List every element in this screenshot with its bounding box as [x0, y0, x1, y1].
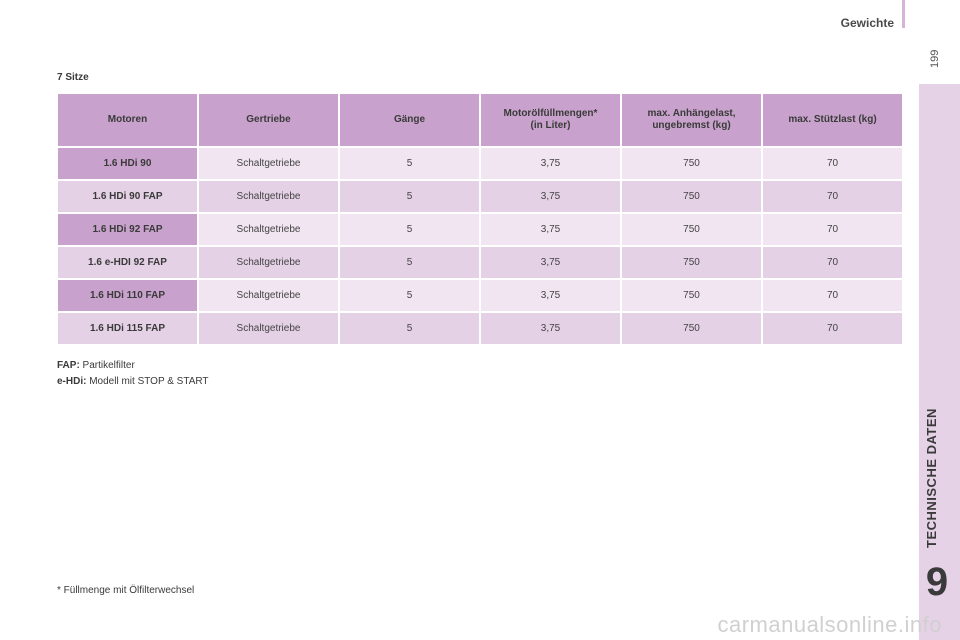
- table-cell: Schaltgetriebe: [199, 313, 338, 344]
- engine-cell: 1.6 HDi 92 FAP: [58, 214, 197, 245]
- table-cell: 5: [340, 313, 479, 344]
- table-cell: 750: [622, 214, 761, 245]
- table-cell: 70: [763, 247, 902, 278]
- table-cell: 70: [763, 313, 902, 344]
- table-cell: Schaltgetriebe: [199, 280, 338, 311]
- chapter-number: 9: [925, 560, 949, 604]
- table-cell: 750: [622, 280, 761, 311]
- table-cell: 750: [622, 148, 761, 179]
- table-cell: 3,75: [481, 247, 620, 278]
- note-text: Modell mit STOP & START: [86, 376, 209, 387]
- column-header: Gertriebe: [199, 94, 338, 146]
- column-header: max. Anhängelast, ungebremst (kg): [622, 94, 761, 146]
- note-term: e-HDi:: [57, 376, 87, 387]
- column-header: Gänge: [340, 94, 479, 146]
- table-row: 1.6 e-HDI 92 FAP Schaltgetriebe 5 3,75 7…: [58, 247, 902, 278]
- table-cell: Schaltgetriebe: [199, 148, 338, 179]
- table-cell: 3,75: [481, 181, 620, 212]
- table-cell: 3,75: [481, 214, 620, 245]
- column-header: max. Stützlast (kg): [763, 94, 902, 146]
- section-title: 7 Sitze: [57, 72, 89, 83]
- footnote: * Füllmenge mit Ölfilterwechsel: [57, 585, 195, 596]
- table-cell: 5: [340, 280, 479, 311]
- table-cell: 750: [622, 181, 761, 212]
- note-ehdi: e-HDi: Modell mit STOP & START: [57, 376, 209, 387]
- note-fap: FAP: Partikelfilter: [57, 360, 135, 371]
- table-cell: 750: [622, 313, 761, 344]
- table-cell: 750: [622, 247, 761, 278]
- table-cell: 5: [340, 148, 479, 179]
- table-row: 1.6 HDi 90 FAP Schaltgetriebe 5 3,75 750…: [58, 181, 902, 212]
- watermark: carmanualsonline.info: [717, 612, 942, 637]
- table-cell: 3,75: [481, 313, 620, 344]
- table-cell: Schaltgetriebe: [199, 247, 338, 278]
- note-text: Partikelfilter: [79, 360, 135, 371]
- column-header: Motorölfüllmengen* (in Liter): [481, 94, 620, 146]
- table-cell: 3,75: [481, 148, 620, 179]
- table-cell: 3,75: [481, 280, 620, 311]
- engine-cell: 1.6 HDi 90 FAP: [58, 181, 197, 212]
- table-cell: 5: [340, 247, 479, 278]
- note-term: FAP:: [57, 360, 80, 371]
- table-cell: 70: [763, 280, 902, 311]
- table-cell: 5: [340, 214, 479, 245]
- table-row: 1.6 HDi 110 FAP Schaltgetriebe 5 3,75 75…: [58, 280, 902, 311]
- table-cell: 70: [763, 148, 902, 179]
- table-cell: Schaltgetriebe: [199, 214, 338, 245]
- chapter-title: TECHNISCHE DATEN: [924, 408, 939, 548]
- engine-cell: 1.6 HDi 110 FAP: [58, 280, 197, 311]
- table-row: 1.6 HDi 92 FAP Schaltgetriebe 5 3,75 750…: [58, 214, 902, 245]
- weights-table: Motoren Gertriebe Gänge Motorölfüllmenge…: [56, 92, 904, 346]
- page-header-title: Gewichte: [840, 16, 894, 30]
- table-cell: Schaltgetriebe: [199, 181, 338, 212]
- chapter-sidebar: [919, 84, 960, 640]
- table-cell: 70: [763, 214, 902, 245]
- engine-cell: 1.6 HDi 115 FAP: [58, 313, 197, 344]
- engine-cell: 1.6 e-HDI 92 FAP: [58, 247, 197, 278]
- column-header: Motoren: [58, 94, 197, 146]
- table-cell: 70: [763, 181, 902, 212]
- table-header-row: Motoren Gertriebe Gänge Motorölfüllmenge…: [58, 94, 902, 146]
- header-divider: [902, 0, 905, 28]
- page-number: 199: [929, 49, 941, 68]
- engine-cell: 1.6 HDi 90: [58, 148, 197, 179]
- table-row: 1.6 HDi 115 FAP Schaltgetriebe 5 3,75 75…: [58, 313, 902, 344]
- table-cell: 5: [340, 181, 479, 212]
- table-row: 1.6 HDi 90 Schaltgetriebe 5 3,75 750 70: [58, 148, 902, 179]
